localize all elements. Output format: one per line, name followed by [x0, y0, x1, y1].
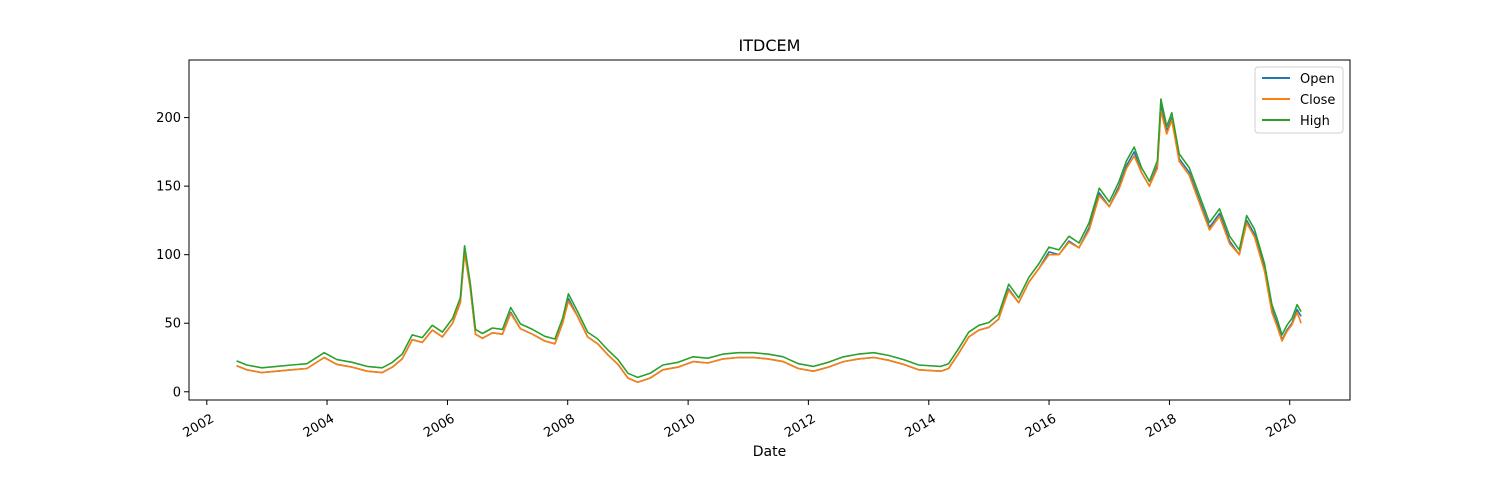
legend-label-close: Close	[1300, 93, 1335, 108]
x-tick-label: 2020	[1264, 411, 1300, 441]
x-tick-label: 2002	[181, 411, 217, 441]
x-tick-label: 2014	[903, 411, 939, 441]
y-tick-label: 50	[164, 317, 181, 332]
x-tick-label: 2016	[1023, 411, 1059, 441]
x-tick-label: 2008	[542, 411, 578, 441]
y-tick-label: 100	[156, 248, 181, 263]
x-tick-label: 2012	[782, 411, 818, 441]
x-tick-label: 2004	[301, 411, 337, 441]
chart-title: ITDCEM	[739, 36, 801, 55]
x-axis-label: Date	[753, 444, 786, 460]
y-tick-label: 150	[156, 180, 181, 195]
x-tick-label: 2006	[421, 411, 457, 441]
legend-label-high: High	[1300, 114, 1330, 129]
y-tick-label: 200	[156, 111, 181, 126]
series-line-high	[236, 98, 1302, 379]
series-line-open	[236, 103, 1302, 384]
series-line-close	[236, 109, 1302, 384]
x-tick-label: 2010	[662, 411, 698, 441]
y-tick-label: 0	[173, 385, 181, 400]
legend-label-open: Open	[1300, 72, 1335, 87]
legend-box	[1254, 66, 1344, 134]
x-tick-label: 2018	[1143, 411, 1179, 441]
plot-frame	[188, 59, 1351, 401]
